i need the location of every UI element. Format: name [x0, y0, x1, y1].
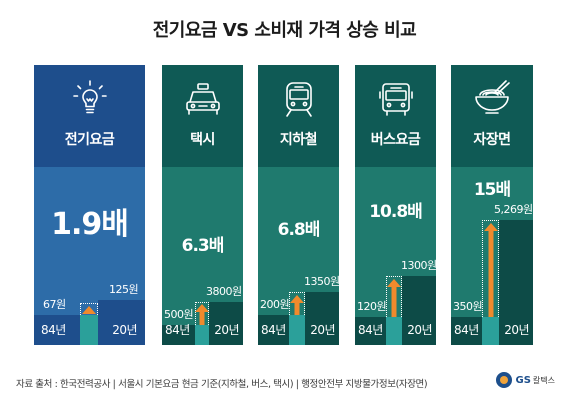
value-20: 1300원: [401, 259, 436, 272]
year-84: 84년: [454, 323, 479, 337]
subway-train-icon: [279, 79, 319, 119]
mid-column: [386, 317, 402, 345]
value-20: 125원: [109, 283, 139, 296]
value-20: 1350원: [304, 275, 339, 288]
year-84: 84년: [358, 323, 383, 337]
bar-84: [355, 317, 386, 345]
panel-header: 자장면: [451, 65, 533, 167]
year-84: 84년: [41, 323, 66, 337]
panel-header: 전기요금: [34, 65, 145, 167]
bar-20: [209, 302, 243, 345]
mid-column: [195, 325, 209, 345]
value-84: 500원: [164, 308, 194, 321]
year-20: 20년: [112, 323, 137, 337]
panel-body: 15배 350원 5,269원 84년 20년: [451, 167, 533, 345]
logo-gs-text: GS: [515, 374, 531, 386]
panel-header: 지하철: [258, 65, 339, 167]
lightbulb-icon: [70, 79, 110, 119]
year-20: 20년: [310, 323, 335, 337]
year-20: 20년: [407, 323, 432, 337]
ratio-label: 6.8배: [277, 220, 321, 240]
panel-label: 자장면: [473, 132, 511, 148]
increase-arrow: [482, 223, 499, 317]
increase-arrow: [386, 279, 402, 317]
panel-header: 택시: [162, 65, 243, 167]
panel-bus: 버스요금 10.8배 120원 1300원 84년 20년: [355, 65, 436, 345]
panel-body: 6.8배 200원 1350원 84년 20년: [258, 167, 339, 345]
mid-column: [80, 315, 98, 345]
panel-electricity: 전기요금 1.9배 67원 125원 84년 20년: [34, 65, 145, 345]
ratio-label: 10.8배: [369, 202, 423, 222]
value-84: 67원: [43, 298, 66, 311]
ratio-label: 1.9배: [51, 207, 129, 242]
gs-caltex-logo: GS 칼텍스: [496, 371, 555, 389]
bar-84: [34, 315, 80, 345]
bar-20: [98, 300, 145, 345]
panel-body: 10.8배 120원 1300원 84년 20년: [355, 167, 436, 345]
bar-20: [402, 276, 436, 345]
panel-label: 택시: [190, 132, 215, 148]
ratio-label: 6.3배: [181, 236, 225, 256]
value-84: 200원: [260, 298, 290, 311]
panel-taxi: 택시 6.3배 500원 3800원 84년 20년: [162, 65, 243, 345]
logo-brand-text: 칼텍스: [532, 375, 555, 385]
value-84: 120원: [357, 300, 387, 313]
year-20: 20년: [504, 323, 529, 337]
noodle-bowl-icon: [472, 79, 512, 119]
source-note: 자료 출처 : 한국전력공사 | 서울시 기본요금 현금 기준(지하철, 버스,…: [16, 379, 428, 390]
bar-84: [451, 317, 482, 345]
panel-body: 6.3배 500원 3800원 84년 20년: [162, 167, 243, 345]
panel-label: 버스요금: [370, 132, 421, 148]
mid-column: [482, 317, 499, 345]
dotted-outline: [289, 292, 305, 315]
panel-jajangmyeon: 자장면 15배 350원 5,269원 84년 20년: [451, 65, 533, 345]
panel-body: 1.9배 67원 125원 84년 20년: [34, 167, 145, 345]
value-20: 3800원: [206, 285, 242, 298]
value-20: 5,269원: [494, 203, 533, 216]
logo-mark-icon: [496, 372, 513, 388]
dotted-outline: [195, 302, 209, 325]
increase-arrow: [195, 304, 209, 325]
year-20: 20년: [214, 323, 239, 337]
dotted-outline: [80, 303, 98, 315]
mid-column: [289, 315, 305, 345]
bar-84: [258, 315, 289, 345]
panel-subway: 지하철 6.8배 200원 1350원 84년 20년: [258, 65, 339, 345]
bar-20: [305, 292, 339, 345]
year-84: 84년: [261, 323, 286, 337]
panel-header: 버스요금: [355, 65, 436, 167]
dotted-outline: [482, 220, 499, 317]
panel-label: 전기요금: [64, 132, 115, 148]
bus-icon: [376, 79, 416, 119]
bar-84: [162, 325, 195, 345]
chart-title: 전기요금 VS 소비재 가격 상승 비교: [152, 20, 417, 41]
bar-20: [499, 220, 533, 345]
dotted-outline: [386, 276, 402, 317]
panel-label: 지하철: [279, 132, 318, 148]
increase-arrow: [80, 306, 98, 315]
value-84: 350원: [453, 300, 483, 313]
year-84: 84년: [165, 323, 190, 337]
ratio-label: 15배: [473, 180, 511, 200]
increase-arrow: [289, 295, 305, 315]
taxi-icon: [183, 79, 223, 119]
